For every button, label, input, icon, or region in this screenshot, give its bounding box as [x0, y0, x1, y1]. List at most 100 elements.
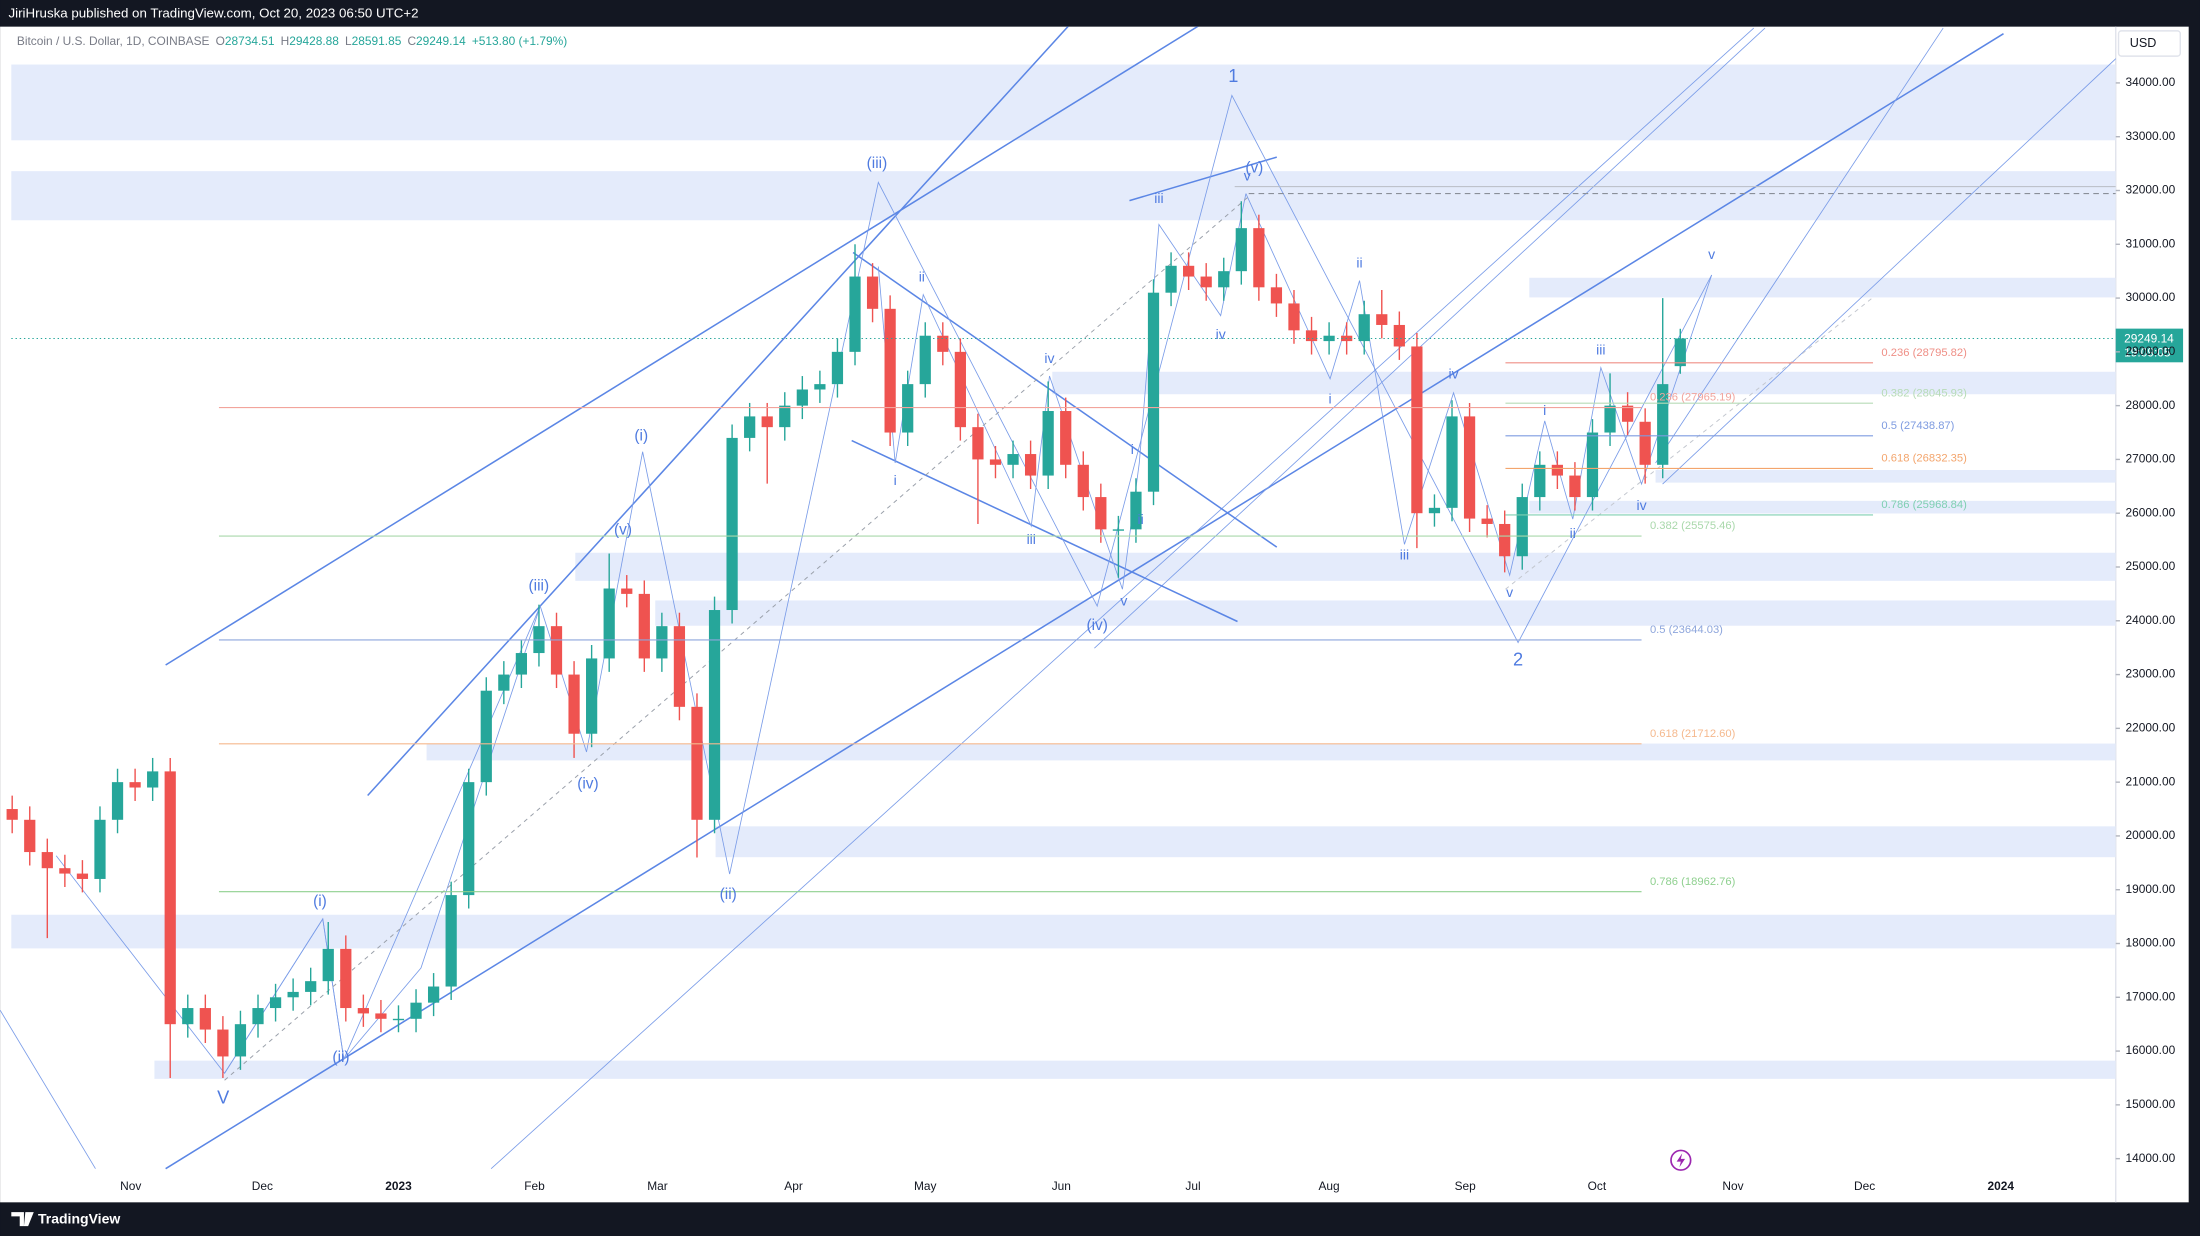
ohlc-key: L	[345, 34, 352, 48]
zone	[1655, 469, 2116, 483]
currency[interactable]: USD	[2130, 36, 2157, 50]
candle-body	[1024, 454, 1037, 476]
currency-box[interactable]	[2117, 30, 2181, 57]
events-icon[interactable]	[1670, 1149, 1692, 1171]
candle-body	[621, 588, 633, 594]
fib-label: 0.382 (28045.93)	[1881, 387, 1967, 399]
candle-body	[111, 782, 124, 820]
candle-body	[708, 610, 721, 820]
candle-body	[656, 626, 668, 659]
candle-body	[269, 997, 282, 1009]
axes: 14000.00 15000.00 16000.00 17000.00 18000.00…	[120, 75, 2175, 1193]
wave-label: v	[1244, 167, 1251, 183]
candle-body	[1007, 454, 1019, 465]
fib-label: 0.236 (27965.19)	[1650, 392, 1736, 404]
wave-label: ii	[1570, 525, 1576, 541]
fib-label: 0.382 (25575.46)	[1650, 520, 1736, 532]
y-tick-label: 17000.00	[2126, 989, 2176, 1003]
candle-body	[1534, 464, 1546, 498]
last-price-label: 29249.14	[2124, 331, 2174, 345]
wave-label: ii	[1356, 254, 1362, 270]
candle-body	[673, 626, 686, 707]
candle-body	[726, 437, 738, 611]
y-tick-label: 27000.00	[2126, 452, 2176, 466]
x-tick-label: Nov	[1722, 1179, 1743, 1193]
zone	[426, 743, 2116, 761]
candle-body	[59, 868, 71, 874]
y-tick-label: 30000.00	[2126, 290, 2176, 304]
drawings	[0, 26, 2116, 1170]
candle-body	[1604, 405, 1616, 433]
wave-path	[0, 1009, 96, 1169]
wave-label: ii	[919, 268, 925, 284]
brand: TradingView	[38, 1211, 120, 1227]
candle-body	[305, 981, 317, 992]
candle-body	[1112, 529, 1125, 531]
x-tick-label: Dec	[1854, 1179, 1875, 1193]
trendline	[367, 26, 1069, 796]
wave-label: i	[1543, 402, 1546, 418]
wave-label: (i)	[313, 893, 327, 910]
wave-label: 2	[1513, 649, 1523, 670]
candle-body	[1569, 475, 1581, 498]
y-tick-label: 14000.00	[2126, 1151, 2176, 1165]
candle-body	[287, 991, 299, 998]
wave-label: V	[217, 1086, 230, 1107]
wave-label: (ii)	[720, 886, 737, 903]
x-tick-label: Nov	[120, 1179, 141, 1193]
x-tick-label: Dec	[252, 1179, 273, 1193]
y-tick-label: 33000.00	[2126, 129, 2176, 143]
wave-label: v	[1708, 246, 1715, 262]
candle-body	[199, 1008, 211, 1030]
x-tick-label: Jun	[1052, 1179, 1071, 1193]
candle-body	[1428, 507, 1441, 514]
y-tick-label: 26000.00	[2126, 505, 2176, 519]
candle-body	[427, 986, 440, 1003]
candle-body	[94, 819, 106, 879]
zone	[11, 171, 2116, 221]
candle-body	[41, 852, 53, 869]
ohlc-value: 28591.85	[352, 34, 402, 48]
zone	[715, 826, 2116, 858]
y-tick-label: 28000.00	[2126, 398, 2176, 412]
zone	[1529, 500, 2116, 514]
author-line: JiriHruska published on TradingView.com,…	[9, 6, 419, 21]
wave-label: iv	[1216, 326, 1226, 342]
wave-label: iv	[1448, 365, 1458, 381]
candle-body	[586, 658, 598, 734]
candle-body	[234, 1024, 247, 1057]
x-tick-label: Mar	[647, 1179, 668, 1193]
annotations: 0.236 (27965.19) 0.382 (25575.46) 0.5 (236…	[11, 65, 2184, 1107]
ohlc-key: H	[281, 34, 290, 48]
fib-label: 0.618 (26832.35)	[1881, 453, 1967, 465]
candle-body	[182, 1008, 194, 1025]
candle-body	[498, 674, 510, 691]
candle-body	[375, 1013, 387, 1019]
zone	[655, 600, 2116, 626]
candle-body	[1551, 464, 1563, 476]
candle-body	[884, 308, 896, 433]
fib-trend-line	[224, 196, 1250, 1081]
candle-body	[866, 276, 879, 309]
candle-body	[831, 351, 844, 385]
candle-body	[1235, 228, 1247, 272]
candle-body	[147, 771, 159, 788]
wave-label: (iii)	[529, 578, 550, 595]
last-price-box	[2115, 328, 2184, 363]
candle-body	[972, 427, 984, 460]
candle-body	[1042, 411, 1054, 476]
candle-body	[691, 706, 703, 820]
candle-body	[252, 1008, 264, 1025]
wave-label: 1	[1228, 65, 1238, 86]
wave-label: iii	[1154, 190, 1163, 206]
candle-body	[410, 1002, 422, 1019]
zone	[11, 64, 2116, 141]
fib-label: 0.786 (25968.84)	[1881, 499, 1967, 511]
candle-body	[814, 384, 826, 390]
y-tick-label: 22000.00	[2126, 721, 2176, 735]
wave-label: i	[1329, 391, 1332, 407]
candle-body	[1463, 416, 1476, 519]
candle-body	[937, 335, 949, 352]
candle-body	[638, 593, 650, 659]
